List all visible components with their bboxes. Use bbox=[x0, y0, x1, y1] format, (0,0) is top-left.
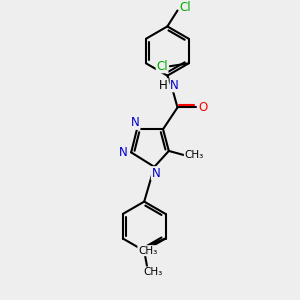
Text: H: H bbox=[159, 79, 168, 92]
Text: Cl: Cl bbox=[179, 1, 191, 14]
Text: Cl: Cl bbox=[156, 60, 168, 73]
Text: CH₃: CH₃ bbox=[143, 267, 163, 277]
Text: CH₃: CH₃ bbox=[184, 150, 204, 160]
Text: N: N bbox=[152, 167, 160, 180]
Text: CH₃: CH₃ bbox=[138, 246, 157, 256]
Text: N: N bbox=[170, 79, 179, 92]
Text: N: N bbox=[119, 146, 128, 159]
Text: O: O bbox=[198, 101, 207, 114]
Text: N: N bbox=[131, 116, 140, 129]
